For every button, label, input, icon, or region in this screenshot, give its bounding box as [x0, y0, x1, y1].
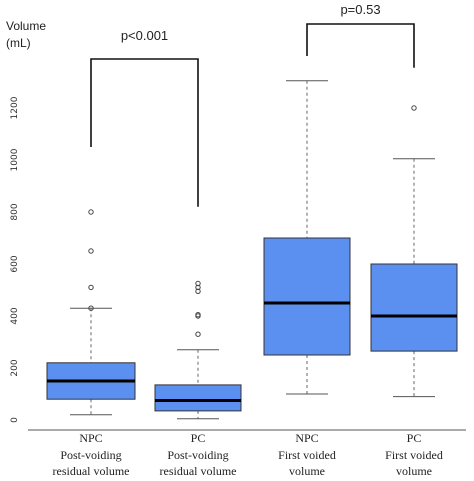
- comparison-1: p=0.53: [306, 2, 415, 68]
- box-group-3: [370, 105, 458, 398]
- outlier-point: [195, 312, 201, 318]
- outlier-point: [88, 209, 94, 215]
- outlier-point: [195, 331, 201, 337]
- p-value-label: p<0.001: [121, 28, 168, 43]
- comparison-0: p<0.001: [90, 28, 199, 207]
- iqr-box: [154, 384, 242, 412]
- y-tick-label: 800: [10, 203, 20, 220]
- y-tick-label: 1000: [10, 148, 20, 171]
- category-label-line: volume: [289, 464, 325, 478]
- outlier-point: [88, 305, 94, 311]
- category-label-line: residual volume: [53, 464, 130, 478]
- outlier-point: [88, 284, 94, 291]
- y-tick-label: 600: [10, 255, 20, 272]
- outlier-point: [195, 288, 201, 294]
- iqr-box: [263, 237, 351, 356]
- category-label-line: NPC: [79, 431, 102, 445]
- boxes: [46, 80, 458, 420]
- comparison-brackets: p<0.001 p=0.53: [90, 2, 415, 207]
- category-label-line: residual volume: [160, 464, 237, 478]
- category-label-line: PC: [191, 431, 206, 445]
- category-label-line: PC: [407, 431, 422, 445]
- outlier-point: [195, 280, 201, 287]
- comparison-bracket: [306, 23, 415, 68]
- box-group-2: [263, 80, 351, 395]
- y-tick-label: 1200: [10, 96, 20, 119]
- category-label-line: Post-voiding: [167, 448, 228, 462]
- y-axis-label: Volume: [6, 19, 46, 33]
- category-label-line: First voided: [385, 448, 443, 462]
- y-axis-unit: (mL): [6, 36, 31, 50]
- category-label-line: NPC: [295, 431, 318, 445]
- box-group-1: [154, 280, 242, 420]
- iqr-box: [370, 263, 458, 352]
- outlier-point: [411, 105, 417, 111]
- category-label-line: Post-voiding: [60, 448, 121, 462]
- category-label-line: First voided: [278, 448, 336, 462]
- category-label-line: volume: [396, 464, 432, 478]
- category-labels: NPC Post-voiding residual volume PC Post-voi…: [53, 431, 443, 478]
- y-tick-label: 400: [10, 307, 20, 324]
- comparison-bracket: [90, 58, 199, 207]
- outlier-point: [88, 248, 94, 254]
- p-value-label: p=0.53: [340, 2, 380, 17]
- y-tick-label: 0: [10, 417, 20, 423]
- outlier-point: [195, 284, 201, 291]
- y-ticks: 0 200 400 600 800 1000 1200: [10, 96, 20, 423]
- y-tick-label: 200: [10, 359, 20, 376]
- box-group-0: [46, 209, 136, 416]
